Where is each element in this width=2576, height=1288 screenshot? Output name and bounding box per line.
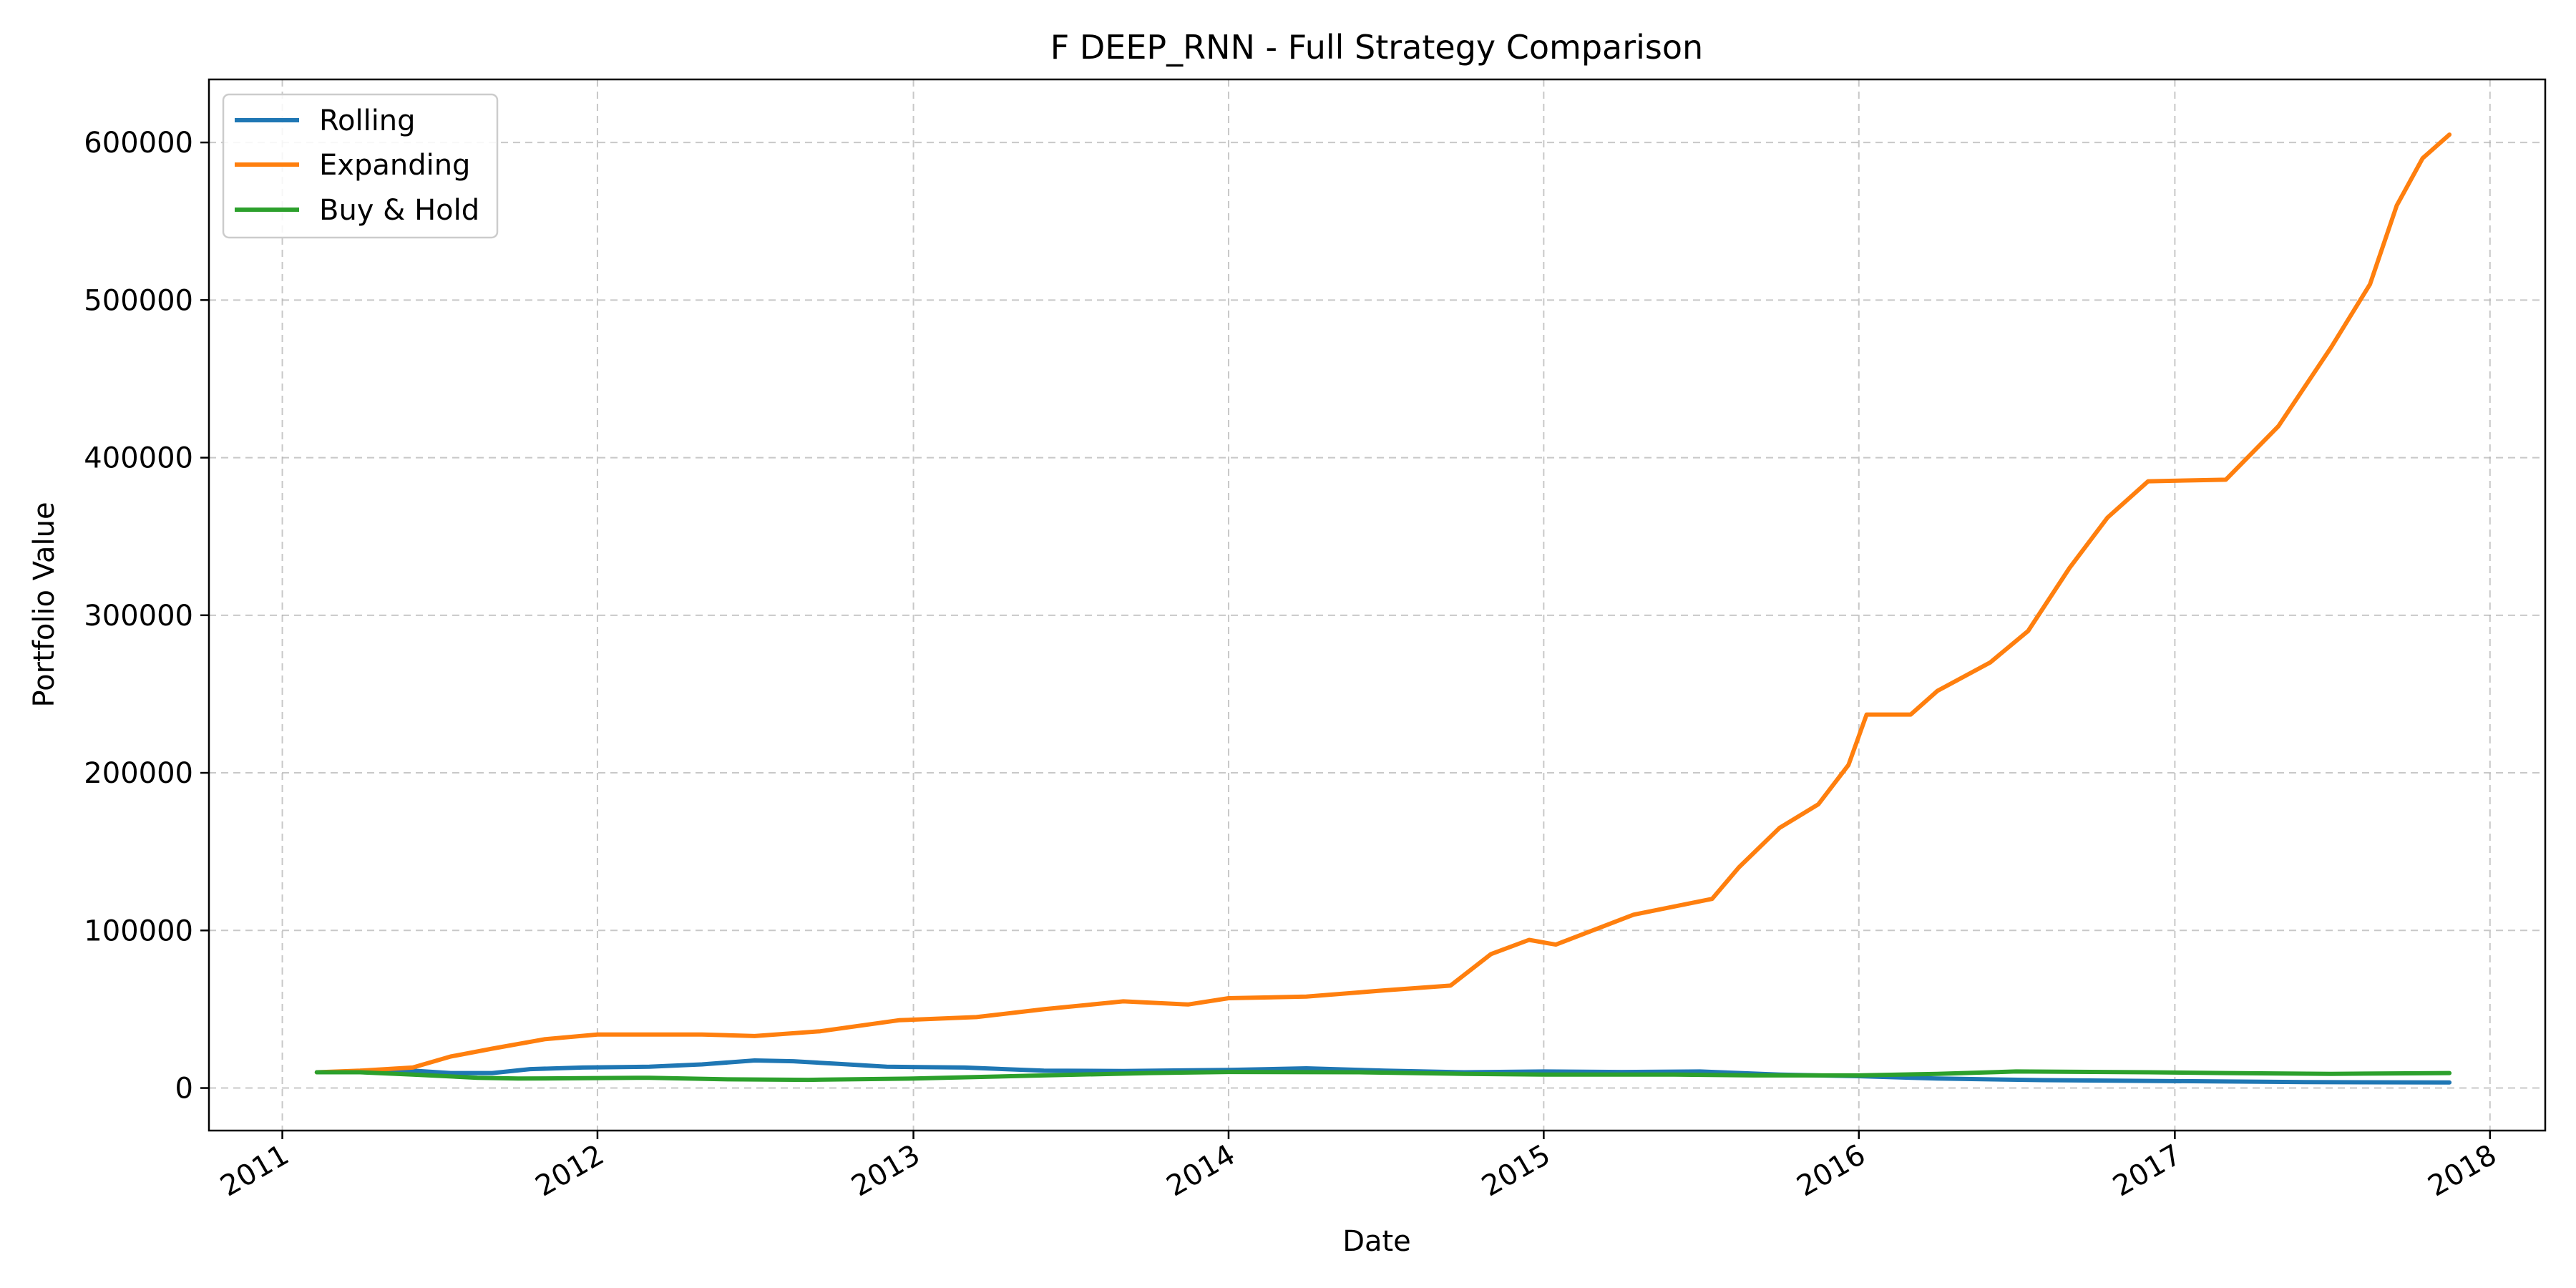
y-tick-label: 200000 [84, 757, 193, 790]
series-line-buy-hold [314, 1069, 2452, 1083]
grid-lines [209, 79, 2545, 1131]
y-tick-label: 300000 [84, 600, 193, 633]
y-axis-label: Portfolio Value [28, 502, 61, 707]
y-axis-ticks: 0 100000 200000 300000 400000 500000 600000 [84, 127, 209, 1106]
y-tick-label: 100000 [84, 914, 193, 947]
legend-label-rolling: Rolling [319, 104, 416, 137]
chart-title: F DEEP_RNN - Full Strategy Comparison [1050, 28, 1703, 67]
x-axis-label: Date [1342, 1225, 1411, 1258]
legend-box [222, 93, 499, 239]
y-tick-label: 0 [175, 1073, 193, 1106]
y-tick-label: 400000 [84, 442, 193, 475]
legend-label-buy-hold: Buy & Hold [319, 194, 479, 227]
y-tick-label: 600000 [84, 127, 193, 160]
plot-frame [208, 78, 2547, 1132]
legend: Rolling Expanding Buy & Hold [222, 93, 499, 239]
y-tick-label: 500000 [84, 284, 193, 317]
legend-label-expanding: Expanding [319, 149, 470, 182]
series-line-expanding [314, 132, 2452, 1075]
series-lines [314, 132, 2452, 1085]
